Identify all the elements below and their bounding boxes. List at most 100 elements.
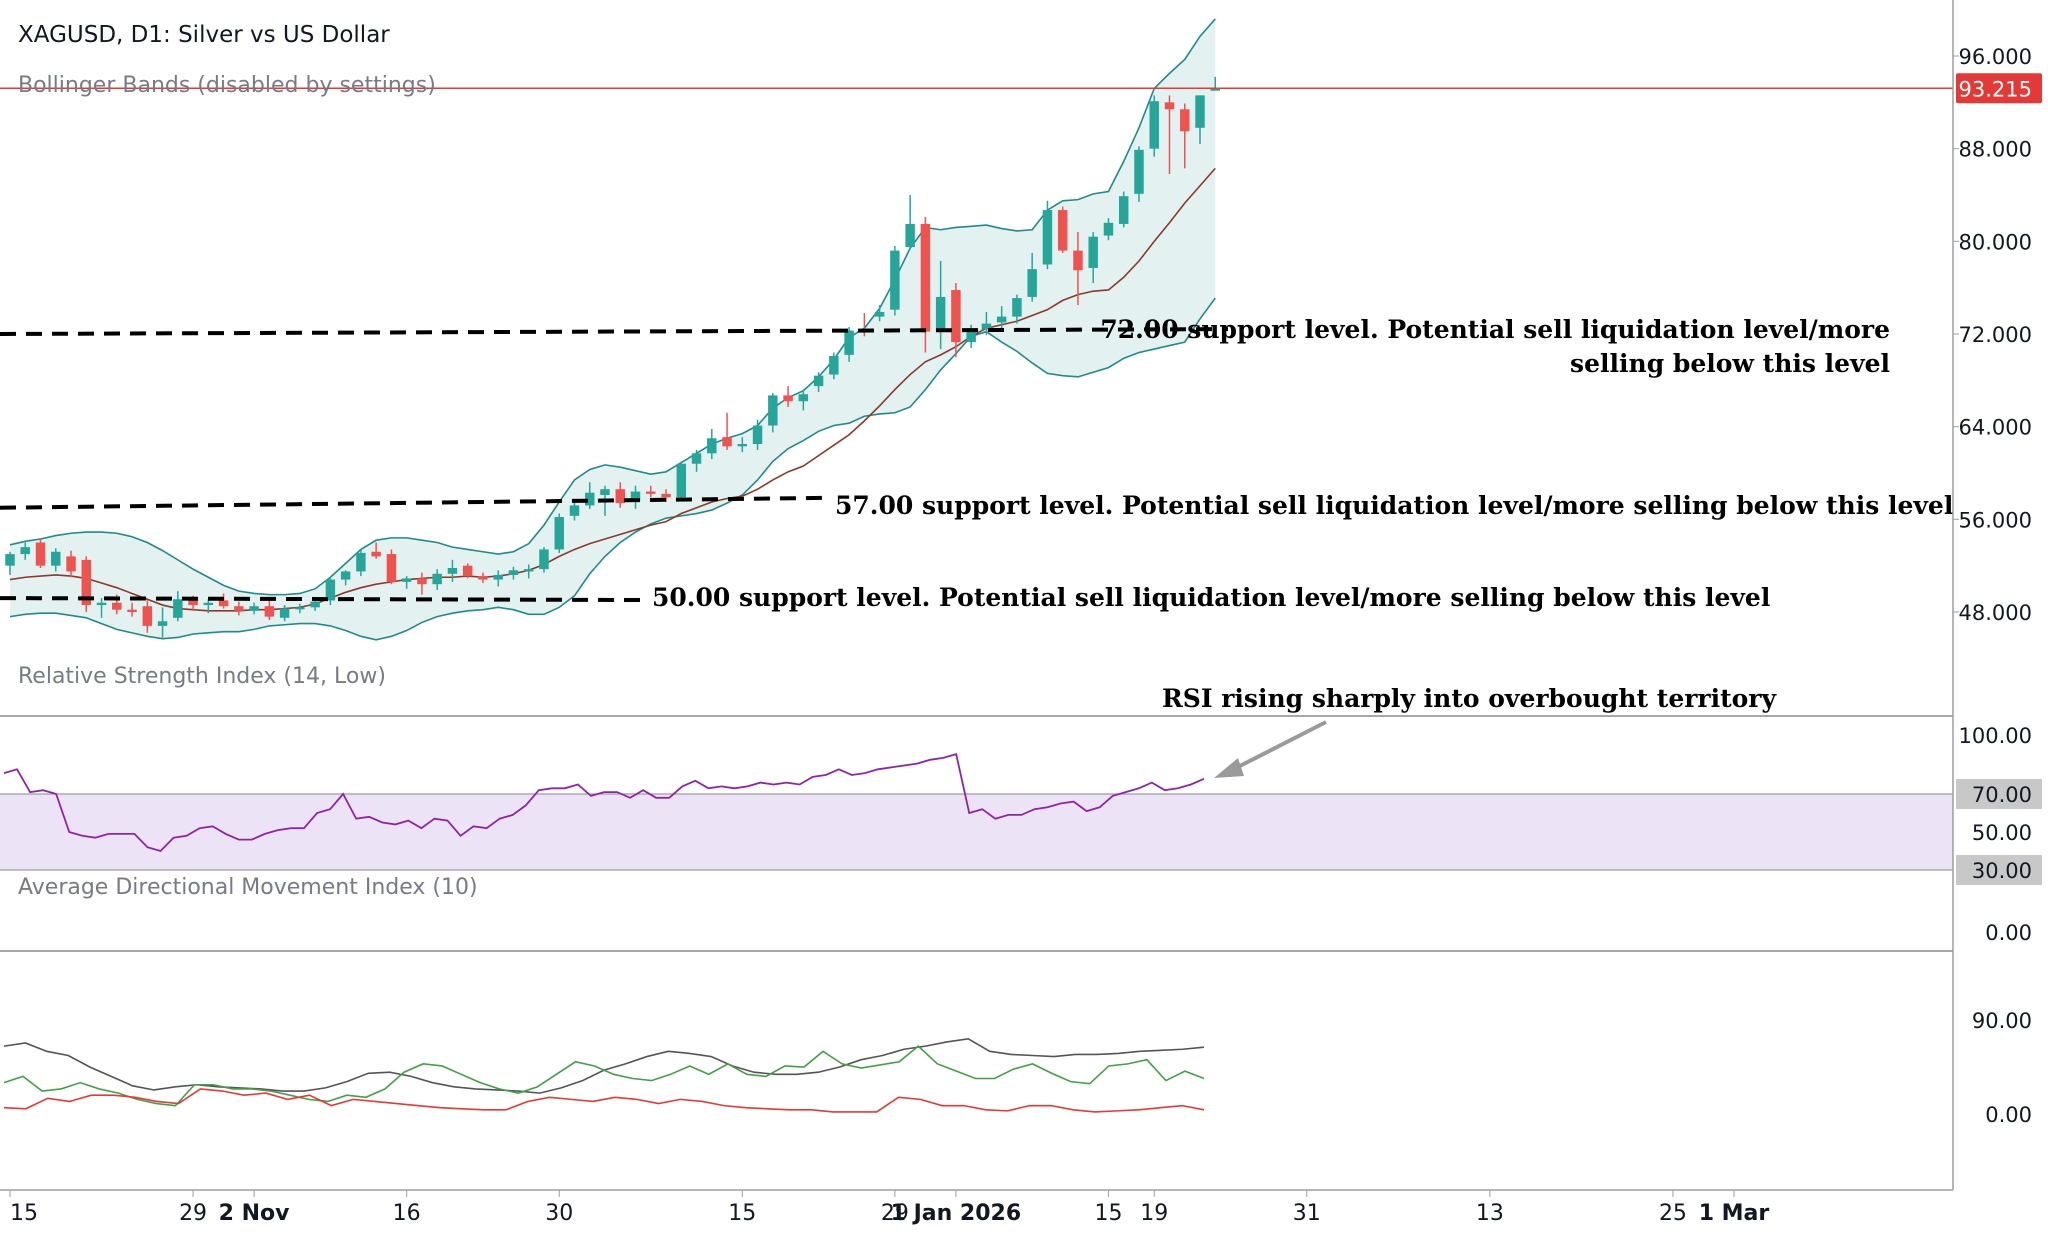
candle-body [981,323,992,330]
rsi-level-badge [1956,855,2042,885]
time-tick-label: 15 [1094,1201,1122,1226]
candle-body [447,567,458,574]
candle-51 [783,386,793,407]
candle-76 [1164,95,1175,175]
candle-body [340,571,351,580]
candle-34 [523,564,534,579]
candle-body [783,395,793,402]
rsi-pane[interactable]: RSI rising sharply into overbought terri… [0,684,1953,871]
candle-body [585,492,595,506]
candle-body [1088,236,1098,268]
candle-57 [874,305,885,322]
candle-77 [1180,103,1190,169]
candle-15 [234,601,244,616]
support-line-1 [0,495,829,510]
candle-17 [264,599,275,621]
candle-body [35,542,46,566]
candle-66 [1012,294,1022,324]
price-tick-label: 64.000 [1959,416,2032,440]
time-tick-label: 29 [179,1201,207,1226]
candle-13 [203,599,214,614]
rsi-annotation-arrow-shaft [1231,720,1327,772]
adx-pane[interactable] [0,950,1953,1113]
bollinger-legend: Bollinger Bands (disabled by settings) [18,73,436,98]
candle-body [905,223,915,248]
adx-title: Average Directional Movement Index (10) [18,875,478,900]
candle-36 [554,513,564,553]
candle-body [203,602,214,606]
candle-body [371,551,381,557]
candle-11 [173,591,183,622]
candle-40 [615,482,625,508]
candle-61 [935,261,946,350]
candle-48 [737,437,748,453]
time-tick-label: 29 [881,1201,909,1226]
candle-18 [279,605,290,622]
candle-21 [325,578,336,606]
candle-body [951,289,961,343]
candle-27 [417,572,427,595]
candle-53 [813,372,824,392]
candle-23 [356,549,366,577]
candle-body [1164,102,1175,110]
candle-body [142,606,153,626]
candle-body [234,606,244,611]
candle-body [81,559,92,606]
candle-79 [1210,76,1220,91]
candle-62 [951,283,961,358]
last-price-label: 93.215 [1959,77,2032,101]
candle-14 [218,593,229,609]
candle-6 [96,598,107,618]
candle-46 [707,428,717,460]
price-tick-label: 48.000 [1959,601,2032,625]
candle-35 [539,547,549,573]
time-tick-label: 15 [728,1201,756,1226]
candle-body [676,463,687,498]
candle-25 [386,549,397,585]
candle-78 [1195,95,1205,145]
time-tick-label: 2 Nov [219,1201,290,1226]
candle-body [1073,250,1083,271]
candle-body [325,579,336,601]
candle-body [752,425,763,445]
candle-body [523,569,534,572]
candle-body [279,608,290,618]
candle-body [844,330,854,355]
candle-32 [493,570,503,587]
time-tick-label: 30 [545,1201,573,1226]
candle-33 [508,566,519,580]
rsi-annotation-arrow-head [1214,758,1244,778]
candle-body [478,576,488,580]
candle-19 [295,603,305,614]
last-price-badge [1956,73,2042,104]
candle-31 [478,572,488,584]
candle-52 [798,389,809,411]
candle-body [691,453,702,464]
candle-body [310,601,320,608]
candle-body [707,438,717,454]
candle-58 [890,245,900,316]
candle-body [96,602,107,606]
adx-series-di-line [3,1045,1205,1107]
candle-75 [1149,95,1159,157]
candle-body [386,554,397,582]
candle-body [157,621,168,626]
time-tick-label: 15 [10,1201,38,1226]
candle-2 [35,539,46,568]
candle-body [646,491,656,494]
price-pane[interactable]: 72.00 support level. Potential sell liqu… [0,18,1953,641]
candle-body [768,395,778,426]
candle-body [66,556,76,572]
candle-body [188,600,198,606]
candle-8 [127,602,137,617]
candle-body [127,609,137,612]
candle-body [996,316,1007,323]
candle-body [5,554,15,566]
candle-70 [1073,232,1083,306]
candle-body [295,607,305,610]
candle-body [417,578,427,585]
candle-body [600,489,610,496]
time-tick-label: 19 [1140,1201,1168,1226]
